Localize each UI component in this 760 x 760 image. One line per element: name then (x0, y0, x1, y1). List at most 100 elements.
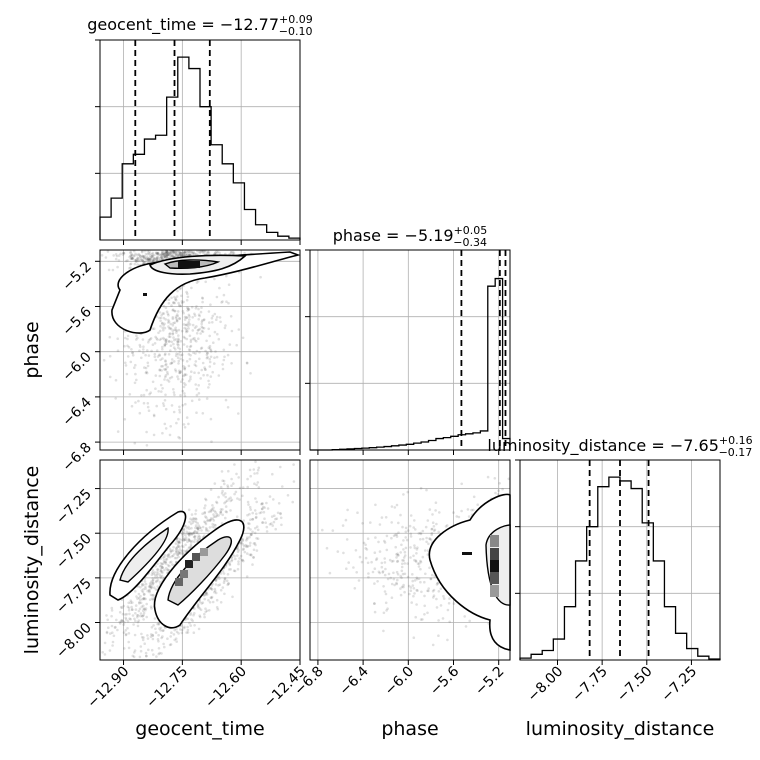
sample-point (177, 417, 180, 421)
sample-point (426, 553, 430, 556)
sample-point (137, 259, 140, 263)
sample-point (236, 497, 239, 500)
sample-point (152, 433, 156, 437)
sample-point (211, 321, 214, 324)
sample-point (415, 603, 418, 606)
sample-point (173, 552, 176, 556)
sample-point (419, 538, 422, 541)
sample-point (148, 259, 151, 262)
sample-point (200, 322, 203, 326)
sample-point (184, 525, 187, 528)
sample-point (127, 646, 131, 650)
sample-point (218, 583, 222, 586)
sample-point (225, 300, 228, 304)
sample-point (188, 334, 192, 338)
sample-point (193, 338, 197, 342)
sample-point (227, 301, 230, 305)
sample-point (364, 547, 368, 550)
sample-point (419, 567, 422, 571)
sample-point (277, 502, 281, 505)
sample-point (208, 357, 211, 361)
sample-point (139, 614, 142, 618)
sample-point (166, 568, 169, 572)
sample-point (140, 258, 144, 262)
sample-point (167, 318, 170, 322)
sample-point (105, 631, 109, 635)
sample-point (121, 612, 125, 616)
sample-point (437, 590, 441, 593)
sample-point (163, 561, 167, 564)
sample-point (364, 543, 367, 547)
sample-point (127, 632, 131, 635)
sample-point (196, 329, 200, 332)
sample-point (133, 381, 137, 385)
sample-point (279, 516, 283, 520)
sample-point (164, 360, 167, 363)
sample-point (394, 545, 398, 549)
sample-point (189, 354, 192, 357)
sample-point (209, 518, 212, 522)
sample-point (154, 631, 158, 634)
sample-point (200, 306, 203, 310)
sample-point (178, 347, 182, 351)
sample-point (161, 321, 164, 325)
ylabel-luminosity_distance: luminosity_distance (21, 466, 43, 655)
sample-point (426, 519, 430, 522)
panel-frame (99, 459, 301, 661)
sample-point (203, 612, 206, 616)
sample-point (210, 507, 214, 511)
sample-point (421, 537, 425, 541)
sample-point (146, 634, 149, 637)
sample-point (279, 465, 282, 469)
sample-point (173, 309, 177, 313)
sample-point (200, 346, 204, 350)
sample-point (147, 258, 150, 261)
sample-point (150, 597, 154, 600)
sample-point (173, 251, 177, 255)
sample-point (151, 579, 155, 583)
sample-point (123, 647, 126, 650)
sample-point (195, 517, 198, 521)
sample-point (127, 601, 130, 605)
sample-point (203, 511, 206, 515)
sample-point (195, 281, 199, 284)
sample-point (410, 601, 414, 604)
sample-point (390, 505, 394, 508)
sample-point (134, 401, 137, 404)
sample-point (206, 356, 209, 359)
panel-frame (99, 249, 301, 451)
sample-point (170, 549, 173, 552)
sample-point (281, 485, 284, 488)
sample-point (403, 554, 407, 557)
sample-point (192, 351, 195, 355)
sample-point (205, 528, 208, 531)
sample-point (161, 562, 165, 565)
sample-point (268, 523, 272, 526)
sample-point (180, 252, 183, 255)
sample-point (184, 536, 188, 539)
sample-point (146, 364, 150, 368)
sample-point (189, 543, 193, 547)
sample-point (136, 624, 140, 628)
sample-point (211, 600, 215, 604)
sample-point (174, 637, 178, 640)
sample-point (272, 520, 276, 524)
sample-point (187, 532, 191, 536)
sample-point (180, 329, 184, 333)
sample-point (251, 563, 254, 566)
sample-point (260, 507, 264, 511)
sample-point (195, 411, 198, 415)
sample-point (187, 250, 190, 253)
sample-point (144, 366, 148, 370)
sample-point (192, 531, 196, 535)
sample-point (444, 525, 448, 528)
sample-point (176, 545, 179, 549)
sample-point (139, 594, 142, 598)
sample-point (165, 342, 168, 346)
sample-point (373, 551, 377, 554)
sample-point (360, 560, 364, 564)
sample-point (163, 254, 167, 258)
sample-point (139, 586, 142, 589)
sample-point (183, 524, 187, 528)
sample-point (255, 549, 259, 552)
